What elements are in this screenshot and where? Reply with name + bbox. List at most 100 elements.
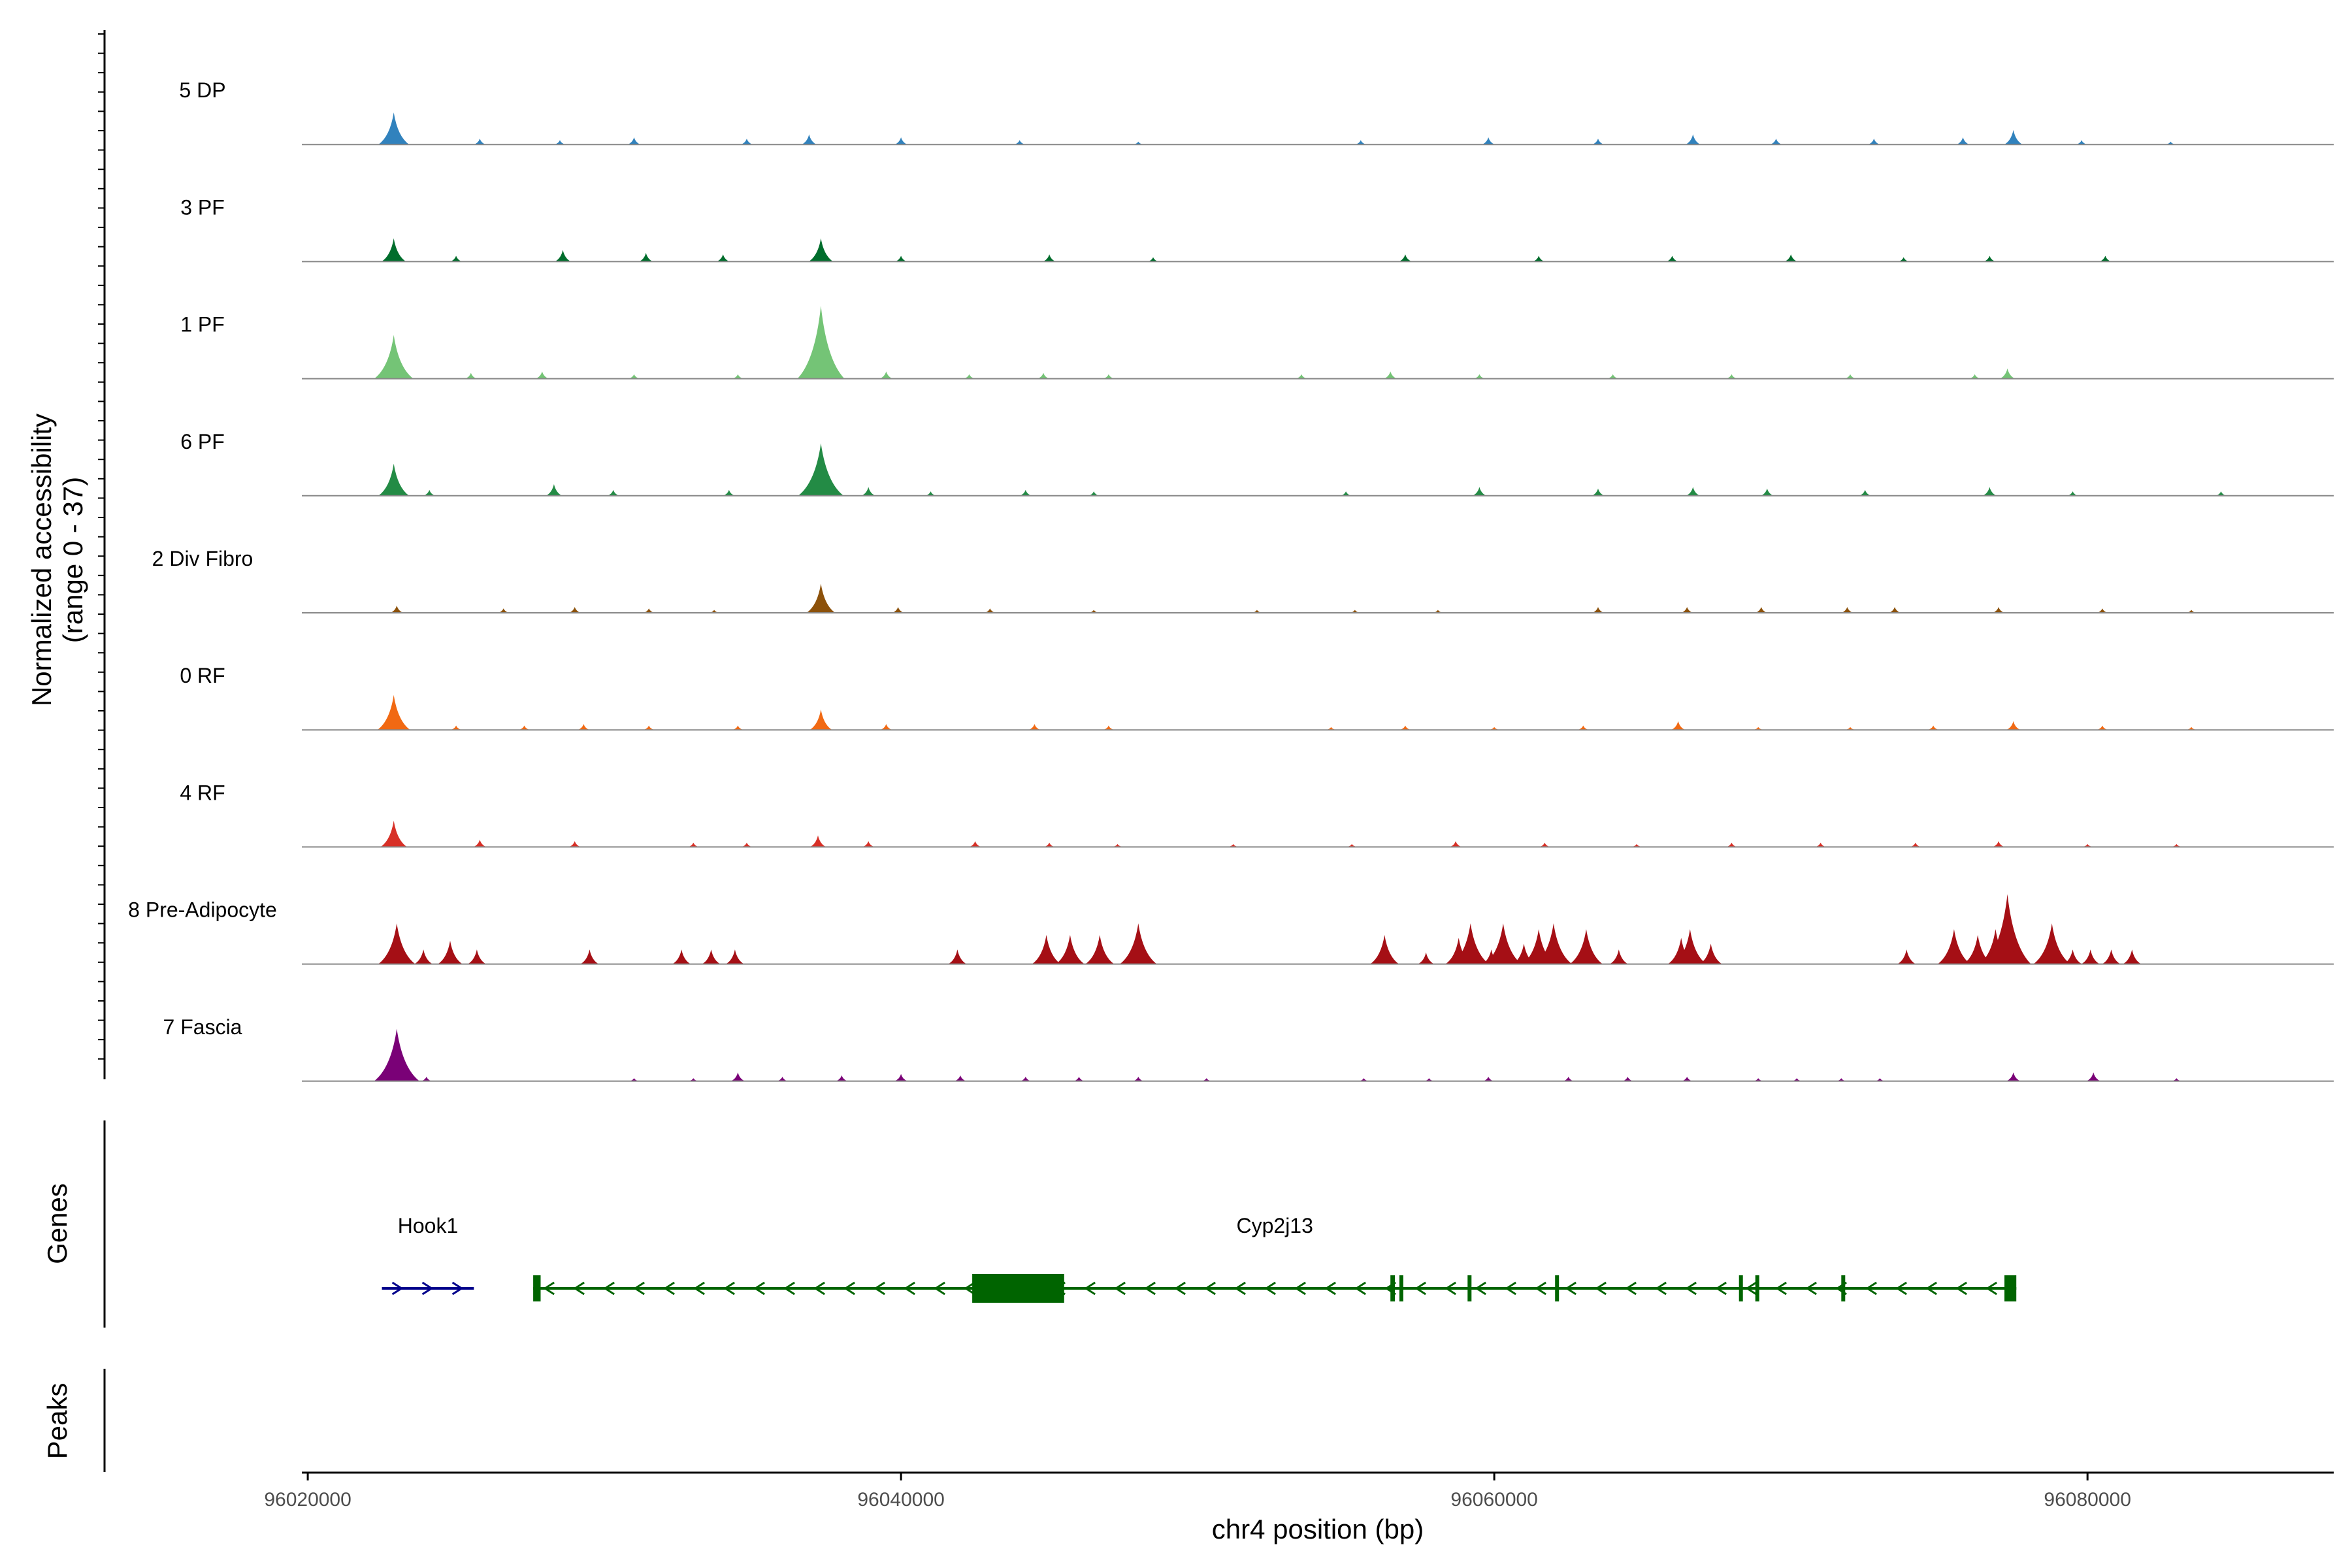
strand-arrow [391,1281,404,1296]
coverage-peak [1868,139,1880,145]
strand-arrow [573,1281,585,1296]
strand-arrow [1655,1281,1667,1296]
strand-arrow [543,1281,555,1296]
coverage-peak [1019,489,1032,496]
peaks-panel: Peaks [42,1369,106,1472]
strand-arrow [1354,1281,1366,1296]
strand-arrow [1565,1281,1576,1296]
coverage-peak [629,1078,640,1081]
strand-arrow [874,1281,885,1296]
coverage-peak [725,949,744,964]
coverage-peak [555,250,571,262]
coverage-peak [1859,489,1871,496]
coverage-peak [1326,727,1337,730]
coverage-peak [1592,607,1605,613]
coverage-peak [381,238,406,262]
coverage-peak [1836,1078,1847,1081]
coverage-peak [1489,727,1500,730]
coverage-peak [954,1075,967,1081]
coverage-peak [1671,721,1686,730]
strand-arrow [663,1281,675,1296]
coverage-peak [1474,374,1485,379]
coverage-peak [925,491,936,496]
coverage-peak [777,1077,788,1081]
coverage-peak [1992,607,2005,613]
x-axis: chr4 position (bp) 96020000 96040000 96060… [264,1471,2334,1544]
coverage-peak [1681,607,1693,613]
track-label: 3 PF [180,195,225,219]
coverage-peak [1969,374,1980,379]
coverage-peak [2097,608,2108,613]
coverage-peak [1043,254,1056,262]
coverage-peak [809,710,832,730]
strand-arrow [421,1281,434,1296]
coverage-peak [894,255,907,262]
coverage-peak [806,583,836,613]
coverage-peak [1418,952,1435,964]
genes-panel-label: Genes [42,1183,73,1264]
coverage-peak [1103,725,1115,730]
coverage-peak [2186,610,2197,613]
coverage-peak [643,608,655,613]
coverage-peak [1398,254,1412,262]
track-label: 7 Fascia [163,1015,242,1039]
coverage-peak [1563,1077,1574,1081]
coverage-peak [2099,255,2112,262]
strand-arrow [1685,1281,1697,1296]
coverage-peak [1073,1077,1085,1081]
coverage-peak [378,112,410,145]
coverage-peak [687,842,699,847]
gene-exon [1467,1275,1472,1301]
track-1-pf: 1 PF [180,306,2334,380]
coverage-peak [2171,1078,2182,1081]
strand-arrow [1775,1281,1787,1296]
coverage-peak [643,725,655,730]
track-label: 4 RF [180,781,225,804]
coverage-peak [1384,371,1397,379]
coverage-peak [1032,935,1061,964]
coverage-peak [607,489,619,496]
coverage-peak [519,725,530,730]
coverage-peak [1014,140,1026,145]
strand-arrow [1865,1281,1877,1296]
coverage-peak [2165,141,2176,145]
coverage-peak [732,374,743,379]
gene-exon [1755,1275,1759,1301]
coverage-peak [1147,257,1159,262]
track-8-pre-adipocyte: 8 Pre-Adipocyte [128,894,2334,965]
coverage-peak [984,608,996,613]
track-0-rf: 0 RF [180,664,2334,731]
coverage-peak [438,940,463,964]
y-axis [98,30,106,1079]
coverage-peak [2215,491,2227,496]
track-label: 0 RF [180,664,225,687]
coverage-peak [1844,374,1856,379]
coverage-peak [380,821,408,847]
coverage-peak [1673,929,1707,964]
peaks-panel-label: Peaks [42,1383,73,1460]
coverage-peak [1753,727,1764,730]
coverage-peak [880,724,892,730]
coverage-peak [688,1078,699,1081]
strand-arrow [1264,1281,1276,1296]
strand-arrow [1625,1281,1637,1296]
coverage-peak [546,484,563,496]
coverage-peak [1726,842,1737,847]
coverage-peak [894,137,908,145]
track-label: 2 Div Fibro [152,547,253,570]
x-tick-label: 96040000 [857,1489,944,1511]
coverage-peak [1539,842,1550,847]
track-5-dp: 5 DP [179,78,2334,146]
coverage-peak [1992,841,2005,847]
coverage-peak [798,443,844,496]
coverage-peak [2186,727,2197,730]
coverage-peak [1535,923,1573,964]
strand-arrow [813,1281,825,1296]
coverage-peak [2102,949,2121,964]
coverage-peak [1088,610,1100,613]
coverage-peak [2000,368,2016,379]
strand-arrow [1445,1281,1456,1296]
coverage-peak [1482,1077,1494,1081]
coverage-peak [377,694,410,730]
